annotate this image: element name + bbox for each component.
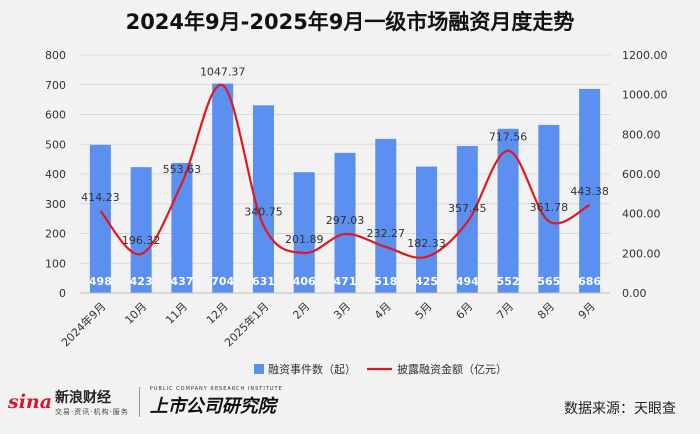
line-value-label: 1047.37 xyxy=(200,65,246,78)
bar-value-label: 631 xyxy=(252,275,275,288)
y-right-tick-label: 1200.00 xyxy=(622,49,668,62)
y-left-tick-label: 600 xyxy=(45,109,66,122)
x-tick-label: 2024年9月 xyxy=(58,299,108,349)
legend-bar-label: 融资事件数（起） xyxy=(268,363,356,376)
bar-value-label: 498 xyxy=(89,275,112,288)
bar xyxy=(538,124,560,293)
line-value-label: 357.45 xyxy=(448,202,487,215)
institute-english-name: PUBLIC COMPANY RESEARCH INSTITUTE xyxy=(149,386,283,392)
bar xyxy=(293,172,315,293)
line-value-label: 361.78 xyxy=(530,201,569,214)
line-value-label: 717.56 xyxy=(489,131,528,144)
x-tick-label: 2025年1月 xyxy=(221,299,271,349)
y-right-tick-label: 800.00 xyxy=(622,128,661,141)
x-tick-label: 12月 xyxy=(204,300,231,327)
line-value-label: 201.89 xyxy=(285,233,324,246)
y-left-tick-label: 800 xyxy=(45,49,66,62)
x-tick-label: 8月 xyxy=(535,300,557,322)
x-tick-label: 5月 xyxy=(413,300,435,322)
bar xyxy=(89,144,111,293)
financing-amount-line xyxy=(99,84,591,259)
bar-value-label: 686 xyxy=(578,275,601,288)
y-right-tick-label: 0.00 xyxy=(622,287,647,300)
line-value-label: 340.75 xyxy=(244,205,283,218)
bar-value-label: 518 xyxy=(374,275,397,288)
bar-value-label: 423 xyxy=(130,275,153,288)
x-tick-label: 2月 xyxy=(290,300,312,322)
bar xyxy=(252,105,274,293)
sina-wordmark: sina xyxy=(8,391,53,413)
bar xyxy=(497,128,519,293)
y-left-tick-label: 300 xyxy=(45,198,66,211)
bar-value-label: 565 xyxy=(537,275,560,288)
institute-name: 上市公司研究院 xyxy=(149,396,276,417)
chart-title: 2024年9月-2025年9月一级市场融资月度走势 xyxy=(125,10,575,34)
x-tick-label: 7月 xyxy=(494,300,516,322)
x-tick-label: 4月 xyxy=(372,300,394,322)
legend-line-label: 披露融资金额（亿元） xyxy=(397,362,507,376)
logo-divider xyxy=(138,387,140,417)
x-tick-label: 11月 xyxy=(163,300,190,327)
bar xyxy=(212,83,234,293)
bar-value-label: 471 xyxy=(334,275,357,288)
line-value-label: 414.23 xyxy=(81,191,120,204)
x-tick-label: 9月 xyxy=(576,300,598,322)
bar xyxy=(456,146,478,293)
sina-finance-logo: sina 新浪财经 交易·资讯·机构·服务 xyxy=(8,387,129,417)
y-left-tick-label: 0 xyxy=(59,287,66,300)
x-tick-label: 6月 xyxy=(454,300,476,322)
bar xyxy=(416,166,438,293)
x-tick-label: 10月 xyxy=(122,300,149,327)
y-right-tick-label: 1000.00 xyxy=(622,89,668,102)
line-value-label: 443.38 xyxy=(570,185,609,198)
data-source-note: 数据来源：天眼查 xyxy=(564,401,676,417)
y-left-tick-label: 400 xyxy=(45,168,66,181)
y-right-tick-label: 400.00 xyxy=(622,208,661,221)
footer-logos: sina 新浪财经 交易·资讯·机构·服务 PUBLIC COMPANY RES… xyxy=(8,380,283,424)
bar xyxy=(579,88,601,293)
sina-finance-name: 新浪财经 xyxy=(55,390,112,406)
bar-value-label: 704 xyxy=(211,275,234,288)
research-institute-logo: PUBLIC COMPANY RESEARCH INSTITUTE 上市公司研究… xyxy=(150,386,283,418)
combo-chart: 0 100 200 300 400 500 600 700 800 0.00 200.00 400.0… xyxy=(45,49,668,376)
bar xyxy=(130,167,152,293)
y-left-tick-label: 500 xyxy=(45,138,66,151)
bar-value-label: 552 xyxy=(497,275,520,288)
line-value-label: 297.03 xyxy=(326,214,365,227)
line-value-label: 182.33 xyxy=(407,237,446,250)
sina-tagline: 交易·资讯·机构·服务 xyxy=(55,408,129,416)
bar-value-label: 494 xyxy=(456,275,479,288)
bar xyxy=(375,138,397,293)
line-value-label: 232.27 xyxy=(367,227,406,240)
bar-value-label: 437 xyxy=(170,275,193,288)
x-tick-label: 3月 xyxy=(331,300,353,322)
y-right-tick-label: 600.00 xyxy=(622,168,661,181)
line-value-label: 196.32 xyxy=(122,234,161,247)
bar-value-label: 425 xyxy=(415,275,438,288)
line-value-label: 553.63 xyxy=(163,163,202,176)
bar xyxy=(334,152,356,293)
y-right-tick-label: 200.00 xyxy=(622,247,661,260)
bar-value-label: 406 xyxy=(293,275,316,288)
y-left-tick-label: 100 xyxy=(45,257,66,270)
y-left-tick-label: 700 xyxy=(45,79,66,92)
legend-bar-swatch xyxy=(254,364,264,374)
y-left-tick-label: 200 xyxy=(45,228,66,241)
